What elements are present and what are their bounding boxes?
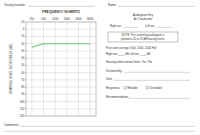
response-option: Unreliable [149, 86, 162, 90]
y-tick-label: 90 [21, 92, 25, 96]
grid-line [78, 22, 79, 116]
key-subtitle: Air Conduction [134, 17, 153, 21]
chart-title: FREQUENCY IN HERTZ [42, 10, 80, 14]
grid-line [26, 79, 96, 80]
grid-line [43, 22, 44, 116]
plot-marks [32, 44, 90, 48]
form-line: Screened by: [106, 69, 123, 73]
note-text: plotted at 20 or 25 dB hearing levels. [121, 37, 165, 41]
tick-mark [25, 108, 26, 109]
grid-line [26, 94, 96, 95]
key-left: Left ear [145, 24, 155, 28]
tick-mark [25, 87, 26, 88]
field-underline [114, 80, 190, 81]
form-line: Date: [106, 77, 113, 81]
tick-mark [25, 101, 26, 102]
grid-line [26, 116, 96, 117]
tick-mark [25, 22, 26, 23]
checkbox [124, 87, 126, 89]
y-tick-label: 70 [21, 78, 25, 82]
screening-line [32, 44, 90, 48]
tick-mark [25, 116, 26, 117]
field-underline [118, 6, 195, 7]
field-label: Testing location: [4, 3, 26, 7]
field-underline [157, 27, 172, 28]
x-tick-label: 2000 [64, 17, 71, 21]
tick-mark [25, 94, 26, 95]
y-tick-label: 0 [23, 27, 25, 31]
grid-line [90, 22, 91, 116]
form-line: Right ear ____ dB Left ear ____ dB [106, 52, 150, 56]
form-line: Hearing within normal limits: Yes / No [106, 60, 153, 64]
grid-line [26, 29, 96, 30]
page: FREQUENCY IN HERTZ HEARING LEVEL IN DECIB… [0, 0, 200, 135]
grid-line [26, 50, 96, 51]
field-underline [128, 98, 190, 99]
field-underline [20, 126, 195, 127]
x-tick-label: 4000 [75, 17, 82, 21]
grid-line [26, 22, 96, 23]
y-tick-label: 30 [21, 49, 25, 53]
grid-line [66, 22, 67, 116]
note-box [108, 32, 178, 42]
grid-line [26, 108, 96, 109]
grid-line [26, 36, 96, 37]
y-tick-label: 100 [20, 100, 25, 104]
y-tick-label: 60 [21, 71, 25, 75]
checkbox [146, 87, 148, 89]
response-option: Reliable [127, 86, 138, 90]
plot-frame [26, 22, 96, 116]
grid-line [26, 87, 96, 88]
responses-label: Responses: [106, 86, 121, 90]
grid-line [26, 72, 96, 73]
grid-line [26, 101, 96, 102]
y-tick-label: 110 [20, 107, 25, 111]
note-text: NOTE: This screening audiogram is [122, 33, 165, 37]
field-underline [124, 72, 190, 73]
x-tick-label: 1000 [52, 17, 59, 21]
tick-mark [25, 50, 26, 51]
grid-line [26, 65, 96, 66]
grid-line [26, 58, 96, 59]
y-tick-label: -10 [20, 20, 24, 24]
tick-mark [25, 29, 26, 30]
y-tick-label: 10 [21, 34, 25, 38]
y-tick-label: 80 [21, 85, 25, 89]
grid-line [55, 22, 56, 116]
form-line: Pure-tone average (500, 1000, 2000 Hz): [106, 46, 157, 50]
y-tick-label: 40 [21, 56, 25, 60]
field-underline [4, 131, 195, 132]
grid-line [31, 22, 32, 116]
tick-mark [25, 65, 26, 66]
background [0, 0, 200, 135]
y-tick-label: 120 [20, 114, 25, 118]
field-underline [123, 27, 138, 28]
tick-mark [25, 43, 26, 44]
x-tick-label: 250 [29, 17, 34, 21]
comments-label: Comments: [4, 123, 20, 127]
tick-mark [25, 36, 26, 37]
tick-mark [25, 72, 26, 73]
field-underline [28, 6, 95, 7]
y-tick-label: 50 [21, 63, 25, 67]
key-right: Right ear [110, 24, 121, 28]
recommendation-label: Recommendation: [106, 95, 129, 99]
field-label: Name: [108, 3, 117, 7]
tick-mark [25, 58, 26, 59]
tick-mark [25, 79, 26, 80]
x-tick-label: 8000 [87, 17, 94, 21]
x-tick-label: 500 [41, 17, 46, 21]
y-tick-label: 20 [21, 42, 25, 46]
y-axis-label: HEARING LEVEL IN DECIBELS (dB) [9, 44, 13, 94]
